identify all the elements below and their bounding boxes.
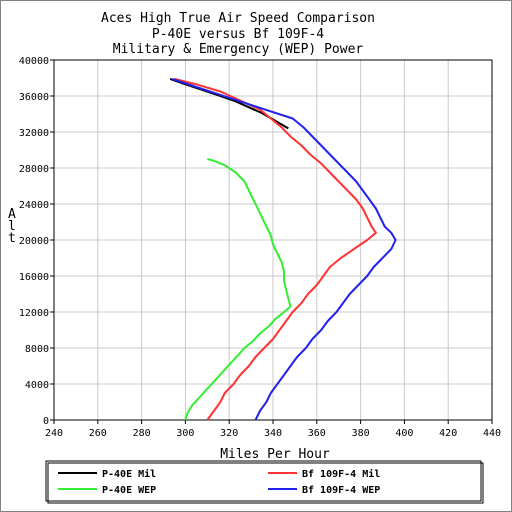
chart-title-group: Aces High True Air Speed Comparison P-40… <box>101 11 375 57</box>
series-line-2 <box>184 158 292 421</box>
legend-label-bf109-wep: Bf 109F-4 WEP <box>302 485 380 496</box>
chart-title-line-2: P-40E versus Bf 109F-4 <box>152 27 324 42</box>
y-tick-label: 36000 <box>19 92 49 103</box>
chart-title-line-1: Aces High True Air Speed Comparison <box>101 11 375 26</box>
y-tick-label: 0 <box>43 416 49 427</box>
legend: P-40E Mil Bf 109F-4 Mil P-40E WEP Bf 109… <box>45 460 484 504</box>
x-tick-label: 300 <box>176 428 194 439</box>
y-tick-label: 28000 <box>19 164 49 175</box>
legend-label-p40e-mil: P-40E Mil <box>102 468 156 480</box>
series-lines <box>169 77 397 421</box>
legend-label-p40e-wep: P-40E WEP <box>102 485 156 496</box>
grid-lines <box>50 59 493 424</box>
y-tick-label: 20000 <box>19 236 49 247</box>
x-tick-label: 400 <box>395 428 413 439</box>
y-tick-label: 40000 <box>19 56 49 67</box>
x-tick-label: 380 <box>352 428 370 439</box>
x-axis-label: Miles Per Hour <box>220 447 330 462</box>
x-tick-label: 320 <box>220 428 238 439</box>
y-tick-label: 12000 <box>19 308 49 319</box>
x-tick-label: 240 <box>45 428 63 439</box>
y-tick-label: 4000 <box>25 380 49 391</box>
y-tick-label: 8000 <box>25 344 49 355</box>
legend-box <box>47 462 484 504</box>
y-tick-label: 24000 <box>19 200 49 211</box>
y-tick-label: 32000 <box>19 128 49 139</box>
x-tick-label: 280 <box>133 428 151 439</box>
x-tick-label: 420 <box>439 428 457 439</box>
x-tick-label: 360 <box>308 428 326 439</box>
x-tick-label: 260 <box>89 428 107 439</box>
plot-area-border <box>53 59 493 421</box>
series-line-1 <box>174 77 377 421</box>
x-tick-label: 440 <box>483 428 501 439</box>
legend-box-outline <box>45 460 482 502</box>
y-tick-label: 16000 <box>19 272 49 283</box>
chart-title-line-3: Military & Emergency (WEP) Power <box>113 42 364 57</box>
x-tick-label: 340 <box>264 428 282 439</box>
series-line-3 <box>171 77 397 421</box>
tick-labels: 240 260 280 300 320 340 360 380 400 420 440 0 4000 80… <box>19 56 501 439</box>
legend-label-bf109-mil: Bf 109F-4 Mil <box>302 468 380 480</box>
